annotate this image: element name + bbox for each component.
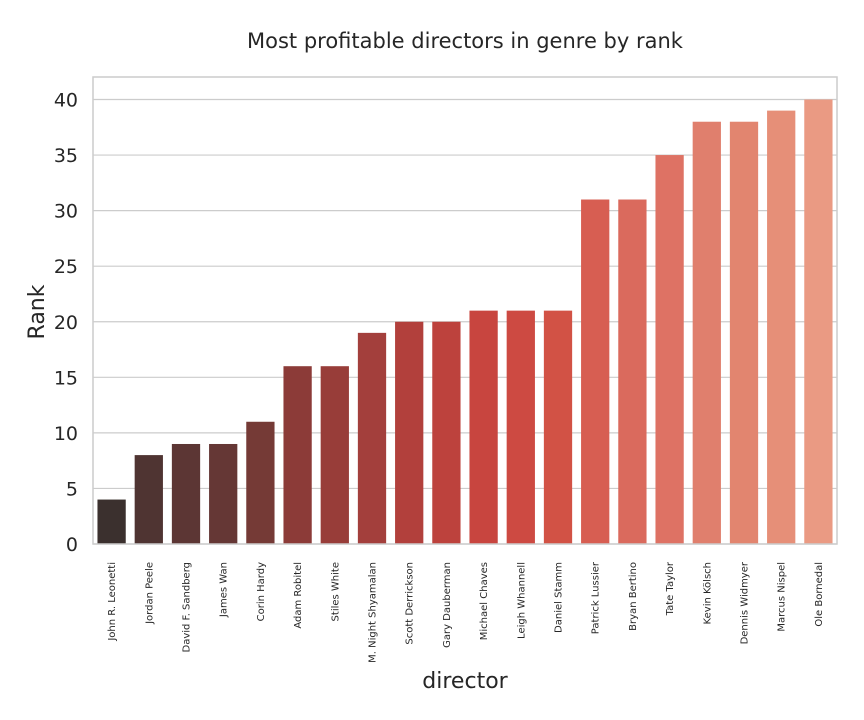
y-tick-label: 35 xyxy=(54,145,78,167)
bar xyxy=(283,366,312,544)
x-tick-label: Stiles White xyxy=(330,562,341,621)
bar xyxy=(357,332,387,544)
bar xyxy=(395,321,424,544)
bar xyxy=(209,443,238,544)
x-tick-label: Scott Derrickson xyxy=(405,562,416,645)
bar xyxy=(804,99,833,544)
bar xyxy=(618,199,647,544)
bars xyxy=(97,99,833,545)
bar xyxy=(171,443,201,544)
y-tick-label: 0 xyxy=(66,534,78,556)
x-tick-label: Leigh Whannell xyxy=(516,562,527,639)
plot-frame xyxy=(92,76,838,545)
y-tick-label: 25 xyxy=(54,256,78,278)
x-tick-label: David F. Sandberg xyxy=(182,562,193,653)
x-tick-label: Patrick Lussier xyxy=(591,561,602,634)
x-tick-label: John R. Leonetti xyxy=(107,562,118,642)
x-tick-label: Daniel Stamm xyxy=(554,562,565,633)
x-tick-label: Kevin Kölsch xyxy=(702,562,713,624)
y-axis-label: Rank xyxy=(25,284,50,339)
x-axis-label: director xyxy=(422,669,508,694)
chart-title: Most profitable directors in genre by ra… xyxy=(247,29,684,53)
bar xyxy=(655,155,684,544)
x-tick-label: Jordan Peele xyxy=(144,562,155,625)
x-tick-labels: John R. Leonetti Jordan Peele David F. San… xyxy=(107,561,825,663)
y-tick-label: 30 xyxy=(54,201,78,223)
x-tick-label: Bryan Bertino xyxy=(628,562,639,631)
x-tick-label: M. Night Shyamalan xyxy=(368,562,379,663)
x-tick-label: Michael Chaves xyxy=(479,562,490,640)
x-tick-label: Tate Taylor xyxy=(665,561,676,616)
x-tick-label: Ole Bornedal xyxy=(814,562,825,627)
y-tick-label: 5 xyxy=(66,478,78,500)
y-tick-label: 40 xyxy=(54,90,78,112)
bar xyxy=(581,199,610,544)
x-tick-label: James Wan xyxy=(219,562,230,618)
bar xyxy=(320,366,349,544)
bar xyxy=(543,310,573,544)
bar xyxy=(469,310,498,544)
y-tick-label: 15 xyxy=(54,367,78,389)
x-tick-label: Marcus Nispel xyxy=(777,562,788,632)
x-tick-label: Gary Dauberman xyxy=(442,562,453,648)
y-tick-labels: 0 5 10 15 20 25 30 35 40 xyxy=(54,90,78,557)
bar xyxy=(246,421,275,544)
x-tick-label: Adam Robitel xyxy=(293,562,304,629)
x-tick-label: Corin Hardy xyxy=(256,562,267,621)
x-tick-label: Dennis Widmyer xyxy=(740,561,751,644)
bar xyxy=(506,310,535,544)
bar xyxy=(767,110,796,545)
bar xyxy=(97,499,126,544)
bar xyxy=(692,121,721,544)
bar xyxy=(134,455,163,544)
bar xyxy=(432,321,461,544)
bar xyxy=(729,121,759,544)
y-tick-label: 20 xyxy=(54,312,78,334)
y-tick-label: 10 xyxy=(54,423,78,445)
grid-lines xyxy=(93,98,837,545)
